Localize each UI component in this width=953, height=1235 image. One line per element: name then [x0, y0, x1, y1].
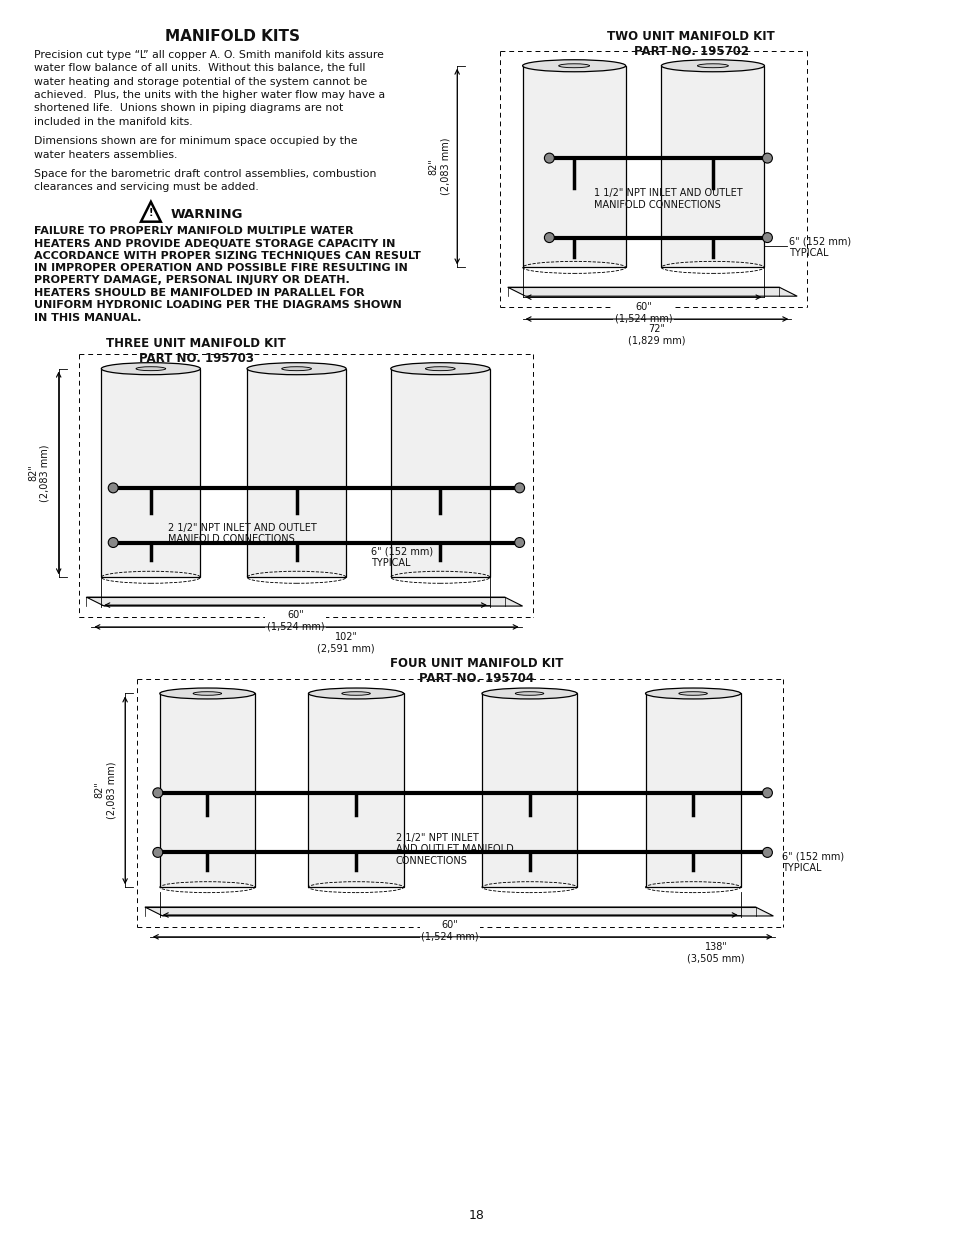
Ellipse shape [697, 64, 728, 68]
Ellipse shape [281, 367, 311, 370]
Ellipse shape [136, 367, 166, 370]
Text: included in the manifold kits.: included in the manifold kits. [34, 117, 193, 127]
Circle shape [152, 788, 163, 798]
Circle shape [152, 847, 163, 857]
Text: Precision cut type “L” all copper A. O. Smith manifold kits assure: Precision cut type “L” all copper A. O. … [34, 49, 383, 59]
Text: FAILURE TO PROPERLY MANIFOLD MULTIPLE WATER: FAILURE TO PROPERLY MANIFOLD MULTIPLE WA… [34, 226, 354, 236]
Text: 2 1/2" NPT INLET
AND OUTLET MANIFOLD
CONNECTIONS: 2 1/2" NPT INLET AND OUTLET MANIFOLD CON… [395, 832, 513, 866]
Text: 6" (152 mm)
TYPICAL: 6" (152 mm) TYPICAL [781, 852, 843, 873]
Polygon shape [101, 369, 200, 577]
Circle shape [761, 232, 772, 242]
Polygon shape [522, 65, 625, 268]
Text: !: ! [149, 207, 153, 217]
Text: achieved.  Plus, the units with the higher water flow may have a: achieved. Plus, the units with the highe… [34, 90, 385, 100]
Polygon shape [391, 369, 490, 577]
Polygon shape [660, 65, 763, 268]
Text: 2 1/2" NPT INLET AND OUTLET
MANIFOLD CONNECTIONS: 2 1/2" NPT INLET AND OUTLET MANIFOLD CON… [168, 522, 316, 545]
Text: 82"
(2,083 mm): 82" (2,083 mm) [428, 137, 450, 195]
Ellipse shape [308, 688, 403, 699]
Text: water flow balance of all units.  Without this balance, the full: water flow balance of all units. Without… [34, 63, 365, 73]
Polygon shape [645, 694, 740, 887]
Text: HEATERS AND PROVIDE ADEQUATE STORAGE CAPACITY IN: HEATERS AND PROVIDE ADEQUATE STORAGE CAP… [34, 238, 395, 248]
Text: 18: 18 [469, 1209, 484, 1223]
Circle shape [108, 483, 118, 493]
Text: 138"
(3,505 mm): 138" (3,505 mm) [686, 942, 744, 963]
Text: THREE UNIT MANIFOLD KIT
PART NO. 195703: THREE UNIT MANIFOLD KIT PART NO. 195703 [106, 337, 286, 364]
Text: 102"
(2,591 mm): 102" (2,591 mm) [317, 632, 375, 653]
Ellipse shape [391, 363, 490, 374]
Ellipse shape [515, 692, 543, 695]
Text: UNIFORM HYDRONIC LOADING PER THE DIAGRAMS SHOWN: UNIFORM HYDRONIC LOADING PER THE DIAGRAM… [34, 300, 401, 310]
Text: 60"
(1,524 mm): 60" (1,524 mm) [421, 920, 478, 941]
Polygon shape [507, 288, 797, 296]
Ellipse shape [193, 692, 221, 695]
Circle shape [108, 537, 118, 547]
Ellipse shape [645, 688, 740, 699]
Circle shape [514, 483, 524, 493]
Text: IN THIS MANUAL.: IN THIS MANUAL. [34, 312, 141, 322]
Polygon shape [247, 369, 346, 577]
Ellipse shape [101, 363, 200, 374]
Ellipse shape [481, 688, 577, 699]
Text: 82"
(2,083 mm): 82" (2,083 mm) [28, 445, 50, 501]
Text: water heaters assemblies.: water heaters assemblies. [34, 149, 177, 159]
Circle shape [761, 153, 772, 163]
Ellipse shape [679, 692, 706, 695]
Text: MANIFOLD KITS: MANIFOLD KITS [165, 28, 299, 44]
Text: 72"
(1,829 mm): 72" (1,829 mm) [627, 324, 684, 346]
Text: WARNING: WARNING [171, 207, 243, 221]
Circle shape [544, 153, 554, 163]
Ellipse shape [522, 59, 625, 72]
Text: Dimensions shown are for minimum space occupied by the: Dimensions shown are for minimum space o… [34, 136, 357, 146]
Ellipse shape [160, 688, 254, 699]
Text: 60"
(1,524 mm): 60" (1,524 mm) [267, 610, 324, 631]
Ellipse shape [247, 363, 346, 374]
Text: HEATERS SHOULD BE MANIFOLDED IN PARALLEL FOR: HEATERS SHOULD BE MANIFOLDED IN PARALLEL… [34, 288, 364, 298]
Text: IN IMPROPER OPERATION AND POSSIBLE FIRE RESULTING IN: IN IMPROPER OPERATION AND POSSIBLE FIRE … [34, 263, 407, 273]
Text: 1 1/2" NPT INLET AND OUTLET
MANIFOLD CONNECTIONS: 1 1/2" NPT INLET AND OUTLET MANIFOLD CON… [594, 188, 741, 210]
Ellipse shape [558, 64, 589, 68]
Ellipse shape [660, 59, 763, 72]
Polygon shape [87, 598, 522, 606]
Text: 6" (152 mm)
TYPICAL: 6" (152 mm) TYPICAL [788, 237, 850, 258]
Ellipse shape [341, 692, 370, 695]
Circle shape [761, 788, 772, 798]
Text: TWO UNIT MANIFOLD KIT
PART NO. 195702: TWO UNIT MANIFOLD KIT PART NO. 195702 [607, 30, 774, 58]
Polygon shape [141, 201, 161, 222]
Text: water heating and storage potential of the system cannot be: water heating and storage potential of t… [34, 77, 367, 86]
Polygon shape [160, 694, 254, 887]
Circle shape [514, 537, 524, 547]
Polygon shape [308, 694, 403, 887]
Text: Space for the barometric draft control assemblies, combustion: Space for the barometric draft control a… [34, 169, 375, 179]
Polygon shape [145, 906, 773, 916]
Text: ACCORDANCE WITH PROPER SIZING TECHNIQUES CAN RESULT: ACCORDANCE WITH PROPER SIZING TECHNIQUES… [34, 251, 420, 261]
Text: FOUR UNIT MANIFOLD KIT
PART NO. 195704: FOUR UNIT MANIFOLD KIT PART NO. 195704 [390, 657, 563, 684]
Text: 6" (152 mm)
TYPICAL: 6" (152 mm) TYPICAL [371, 547, 433, 568]
Circle shape [544, 232, 554, 242]
Ellipse shape [425, 367, 455, 370]
Text: 82"
(2,083 mm): 82" (2,083 mm) [94, 761, 116, 819]
Text: clearances and servicing must be added.: clearances and servicing must be added. [34, 183, 258, 193]
Text: shortened life.  Unions shown in piping diagrams are not: shortened life. Unions shown in piping d… [34, 104, 343, 114]
Text: 60"
(1,524 mm): 60" (1,524 mm) [614, 303, 672, 324]
Circle shape [761, 847, 772, 857]
Text: PROPERTY DAMAGE, PERSONAL INJURY OR DEATH.: PROPERTY DAMAGE, PERSONAL INJURY OR DEAT… [34, 275, 350, 285]
Polygon shape [481, 694, 577, 887]
